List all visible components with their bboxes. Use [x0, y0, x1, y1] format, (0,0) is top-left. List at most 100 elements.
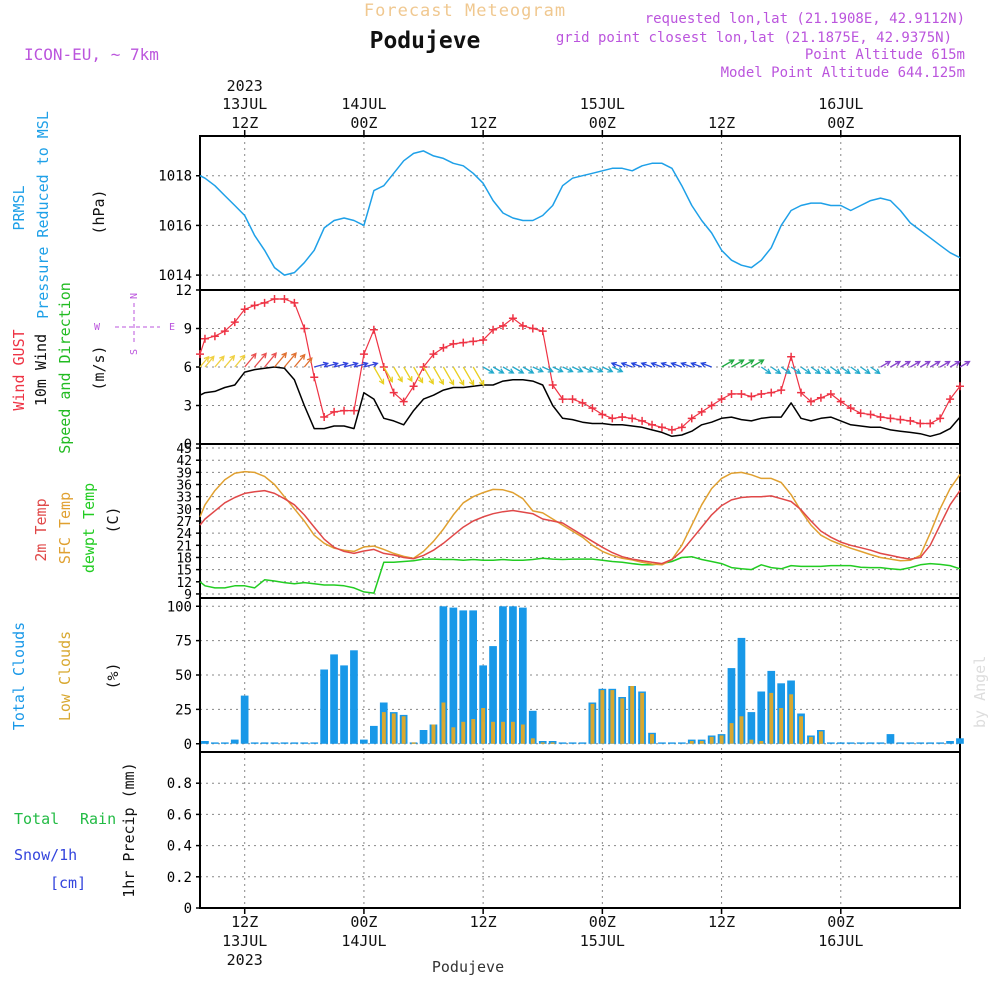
gust-marker [826, 389, 835, 398]
bottom-tick-hour: 00Z [350, 913, 377, 931]
wind-direction-arrow [890, 360, 902, 368]
wind-direction-arrow [850, 366, 861, 375]
bottom-tick-hour: 00Z [589, 913, 616, 931]
pressure-line [199, 150, 961, 276]
pressure-label-unit: (hPa) [90, 189, 108, 234]
top-tick-hour: 12Z [708, 114, 735, 132]
y-tick-label: 75 [175, 634, 192, 650]
wind-direction-arrow [620, 361, 633, 368]
gust-marker [508, 314, 517, 323]
wind-direction-arrow [612, 366, 624, 373]
wind-speed-line [199, 366, 961, 438]
total-cloud-bar [926, 742, 934, 744]
wind-direction-arrow [582, 366, 594, 373]
total-cloud-bar [558, 742, 567, 744]
bottom-tick-date: 16JUL [818, 932, 863, 950]
wind-direction-arrow [254, 352, 267, 368]
y-tick-label: 33 [176, 491, 192, 506]
wind-direction-arrow [264, 352, 277, 368]
y-tick-label: 0.6 [167, 807, 192, 823]
gust-marker [846, 404, 855, 413]
cloud-labels: Total Clouds Low Clouds (%) [10, 622, 122, 730]
wind-direction-arrow [630, 361, 643, 368]
wind-direction-arrow [731, 359, 745, 368]
wind-direction-arrow [780, 366, 792, 375]
wind-direction-arrow [314, 361, 330, 368]
y-tick-label: 24 [176, 527, 192, 542]
cloud-label-total: Total Clouds [10, 622, 28, 730]
y-tick-label: 21 [176, 539, 192, 554]
gust-marker [956, 382, 964, 391]
total-cloud-bar [568, 742, 577, 744]
y-tick-label: 1016 [158, 218, 192, 234]
total-cloud-bar [300, 742, 309, 744]
wind-direction-arrow [274, 352, 288, 368]
wind-direction-arrow [760, 366, 772, 375]
wind-direction-arrow [542, 366, 554, 373]
pressure-label-prmsl: PRMSL [10, 185, 28, 230]
gust-marker [399, 397, 408, 406]
wind-direction-arrow [234, 354, 246, 368]
wind-direction-arrow [303, 357, 313, 368]
low-cloud-bar [381, 712, 386, 744]
gust-marker [489, 325, 498, 334]
wind-direction-arrow [592, 366, 604, 373]
gust-marker [757, 389, 766, 398]
total-cloud-bar [310, 742, 319, 744]
gust-marker [300, 324, 309, 333]
low-cloud-bar [471, 719, 476, 744]
gust-marker [200, 334, 209, 343]
total-cloud-bar [509, 606, 517, 744]
wind-direction-arrow [343, 361, 359, 368]
y-tick-label: 25 [175, 702, 192, 718]
gust-marker [240, 305, 249, 314]
total-cloud-bar [320, 669, 328, 744]
y-tick-label: 1018 [158, 169, 192, 185]
gust-marker [369, 325, 378, 334]
gust-marker [340, 406, 349, 415]
total-cloud-bar [489, 646, 497, 744]
y-tick-label: 18 [176, 551, 192, 566]
watermark: by Angel [971, 656, 989, 728]
low-cloud-bar [719, 735, 724, 744]
y-tick-label: 9 [184, 322, 192, 338]
total-cloud-bar [678, 742, 686, 744]
wind-direction-arrow [442, 366, 455, 386]
low-cloud-bar [729, 723, 734, 744]
total-cloud-bar [836, 742, 845, 744]
temp-label-2m: 2m Temp [32, 498, 50, 561]
y-tick-label: 0 [184, 737, 192, 753]
top-year: 2023 [227, 77, 263, 95]
compass-south: S [129, 349, 140, 355]
bottom-tick-date: 13JUL [222, 932, 267, 950]
wind-direction-arrow [572, 366, 584, 373]
wind-direction-arrow [422, 366, 434, 385]
y-tick-label: 39 [176, 466, 192, 481]
compass-north: N [129, 293, 140, 299]
wind-direction-arrow [413, 366, 424, 384]
wind-direction-arrow [870, 366, 881, 375]
total-cloud-bar [846, 742, 855, 744]
gust-marker [936, 414, 945, 423]
wind-direction-arrow [532, 366, 545, 373]
legend-cm: [cm] [50, 874, 86, 892]
low-cloud-bar [461, 721, 466, 744]
bottom-tick-date: 14JUL [341, 932, 386, 950]
wind-direction-arrow [880, 360, 892, 368]
wind-direction-arrow [900, 360, 912, 368]
low-cloud-bar [511, 721, 515, 744]
sfc-temp-line [199, 470, 961, 566]
y-tick-label: 0 [184, 901, 192, 917]
gust-marker [806, 397, 815, 406]
gust-marker [429, 350, 438, 359]
gust-marker [220, 327, 229, 336]
low-cloud-bar [491, 721, 495, 744]
precip-panel: 0 0.2 0.4 0.6 0.8 [167, 751, 961, 917]
top-tick-hour: 12Z [470, 114, 497, 132]
wind-direction-arrow [562, 366, 574, 373]
total-cloud-bar [260, 742, 269, 744]
grid-point: grid point closest lon,lat (21.1875E, 42… [556, 30, 952, 46]
low-cloud-bar [709, 736, 714, 744]
